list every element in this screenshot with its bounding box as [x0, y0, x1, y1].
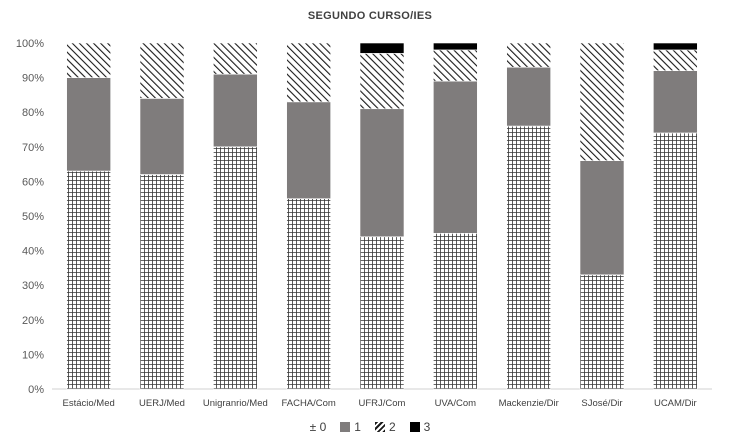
legend-item-1: 1 [340, 420, 361, 434]
bar-segment-3 [653, 42, 698, 51]
bar-segment-2 [359, 53, 405, 110]
bar-segment-0 [359, 236, 405, 390]
bar-segment-2 [579, 42, 625, 161]
legend-label: ± 0 [309, 420, 327, 434]
bar-segment-0 [653, 132, 698, 390]
bar-segment-1 [506, 66, 551, 127]
y-tick-label: 50% [22, 211, 44, 223]
bar-segment-2 [213, 42, 258, 75]
bar-segment-0 [506, 125, 551, 390]
bar-segment-2 [139, 42, 185, 99]
bar-segment-2 [506, 42, 551, 68]
legend: ± 0 1 2 3 [0, 420, 740, 434]
bar-segment-1 [286, 101, 331, 199]
bar-segment-3 [433, 42, 478, 51]
y-tick-label: 80% [22, 107, 44, 119]
bar-segment-1 [359, 108, 405, 238]
x-tick-label: Estácio/Med [63, 398, 115, 409]
bar-segment-1 [653, 70, 698, 134]
bar-segment-3 [359, 42, 405, 54]
legend-swatch [340, 422, 351, 432]
x-tick-label: UERJ/Med [139, 398, 185, 409]
y-tick-label: 0% [28, 384, 44, 396]
legend-item-2: 2 [374, 420, 396, 434]
bar-segment-2 [66, 42, 111, 78]
bar-segment-1 [66, 77, 111, 172]
y-tick-label: 90% [22, 73, 44, 85]
x-tick-label: UFRJ/Com [359, 398, 406, 409]
legend-item-0: ± 0 [310, 420, 327, 434]
bar-segment-1 [213, 73, 258, 148]
legend-item-3: 3 [409, 420, 431, 434]
chart-title: SEGUNDO CURSO/IES [307, 10, 433, 22]
bar-segment-0 [213, 146, 258, 390]
y-tick-label: 70% [22, 142, 44, 154]
legend-label: 2 [388, 420, 396, 434]
bar-segment-0 [66, 170, 111, 390]
x-tick-label: SJosé/Dir [581, 398, 622, 409]
bar-segment-2 [286, 42, 331, 103]
bar-segment-0 [433, 233, 478, 390]
bar-segment-0 [139, 174, 185, 390]
bar-segment-0 [286, 198, 331, 390]
y-tick-label: 20% [22, 315, 44, 327]
y-tick-label: 100% [16, 38, 44, 50]
x-tick-label: UCAM/Dir [654, 398, 697, 409]
x-tick-label: Unigranrio/Med [203, 398, 268, 409]
y-tick-label: 60% [22, 176, 44, 188]
y-tick-label: 30% [22, 280, 44, 292]
x-tick-label: FACHA/Com [281, 398, 335, 409]
bar-segment-1 [139, 98, 185, 175]
bar-segment-0 [579, 274, 625, 390]
legend-swatch [409, 422, 420, 432]
x-tick-label: Mackenzie/Dir [499, 398, 559, 409]
bar-segment-2 [653, 49, 698, 71]
y-tick-label: 10% [22, 349, 44, 361]
bar-segment-2 [433, 49, 478, 82]
legend-swatch [374, 422, 385, 432]
x-tick-label: UVA/Com [435, 398, 477, 409]
bar-segment-1 [433, 80, 478, 234]
y-tick-label: 40% [22, 246, 44, 258]
legend-label: 3 [423, 420, 431, 434]
bar-segment-1 [579, 160, 625, 276]
legend-label: 1 [354, 420, 361, 434]
